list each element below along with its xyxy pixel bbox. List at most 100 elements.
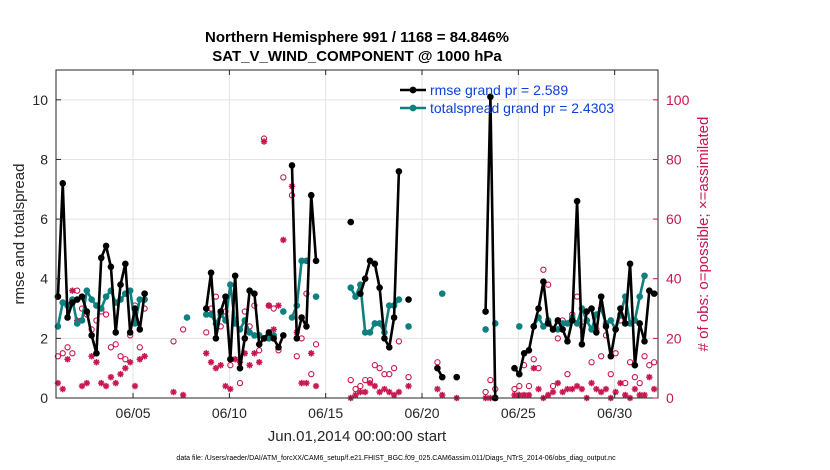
- obs-assimilated-stroke: [357, 389, 364, 395]
- obs-assimilated-stroke: [579, 386, 585, 392]
- rmse-point: [307, 191, 315, 199]
- obs-assimilated-marker: [617, 379, 624, 387]
- rmse-point: [593, 329, 600, 336]
- rmse-point: [650, 290, 658, 297]
- rmse-point: [395, 168, 403, 175]
- obs-assimilated-marker: [251, 350, 258, 357]
- obs-assimilated-stroke: [636, 392, 643, 398]
- obs-assimilated-marker: [102, 382, 110, 390]
- obs-possible-marker: [371, 362, 378, 369]
- rmse-point: [405, 296, 412, 303]
- obs-assimilated-marker: [439, 391, 446, 399]
- obs-assimilated-marker: [98, 379, 105, 387]
- obs-assimilated-marker: [212, 364, 220, 372]
- y2-tick-label: 40: [666, 271, 682, 287]
- obs-possible-marker: [612, 350, 619, 357]
- obs-assimilated-marker: [78, 382, 86, 390]
- obs-assimilated-stroke: [376, 389, 383, 395]
- obs-assimilated-stroke: [352, 392, 359, 398]
- rmse-point: [525, 346, 533, 354]
- rmse-line: [290, 165, 318, 340]
- rmse-point: [612, 326, 619, 333]
- totalspread-point: [636, 293, 643, 300]
- legend-rmse-label: rmse grand pr = 2.589: [430, 82, 568, 98]
- obs-possible-marker: [487, 376, 494, 384]
- totalspread-point: [227, 281, 234, 288]
- obs-assimilated-stroke: [550, 389, 556, 395]
- y2-tick-label: 80: [666, 151, 682, 167]
- obs-assimilated-marker: [578, 385, 586, 393]
- obs-assimilated-marker: [588, 379, 595, 387]
- rmse-point: [544, 320, 552, 327]
- y-tick-label: 2: [40, 330, 48, 346]
- rmse-layer: [54, 93, 658, 402]
- rmse-point: [83, 308, 91, 315]
- totalspread-point: [298, 257, 305, 265]
- obs-assimilated-marker: [597, 388, 605, 396]
- obs-assimilated-marker: [352, 391, 359, 399]
- rmse-point: [597, 293, 605, 300]
- rmse-point: [236, 364, 244, 372]
- totalspread-point: [102, 293, 110, 300]
- obs-assimilated-marker: [559, 388, 566, 396]
- obs-assimilated-stroke: [530, 365, 537, 372]
- obs-assimilated-stroke: [391, 392, 397, 398]
- rmse-point: [217, 308, 225, 315]
- rmse-point: [241, 335, 249, 342]
- obs-assimilated-stroke: [69, 287, 76, 294]
- rmse-point: [227, 355, 234, 363]
- obs-possible-marker: [511, 385, 518, 393]
- obs-possible-marker: [482, 388, 489, 396]
- obs-assimilated-marker: [280, 236, 287, 244]
- totalspread-point: [607, 317, 615, 324]
- rmse-point: [578, 341, 586, 348]
- totalspread-point: [366, 329, 374, 336]
- rmse-point: [131, 305, 139, 312]
- obs-assimilated-stroke: [526, 392, 532, 398]
- obs-assimilated-stroke: [646, 374, 653, 380]
- obs-assimilated-stroke: [303, 380, 310, 386]
- obs-assimilated-stroke: [136, 356, 143, 363]
- obs-assimilated-marker: [88, 353, 95, 360]
- obs-assimilated-marker: [395, 388, 403, 396]
- obs-assimilated-marker: [650, 385, 658, 393]
- obs-possible-marker: [107, 344, 115, 351]
- rmse-point: [222, 293, 229, 300]
- totalspread-point: [183, 314, 191, 321]
- obs-possible-marker: [308, 370, 315, 378]
- totalspread-point: [438, 290, 446, 297]
- rmse-point: [265, 329, 273, 336]
- totalspread-point: [515, 323, 523, 330]
- obs-assimilated-stroke: [632, 386, 638, 392]
- rmse-point: [636, 320, 643, 327]
- obs-assimilated-stroke: [569, 386, 576, 392]
- obs-assimilated-marker: [93, 359, 100, 366]
- obs-assimilated-marker: [141, 353, 148, 360]
- obs-assimilated-marker: [275, 302, 282, 309]
- obs-assimilated-stroke: [246, 362, 253, 369]
- totalspread-point: [482, 326, 489, 333]
- totalspread-point: [385, 302, 393, 309]
- obs-assimilated-stroke: [256, 359, 263, 366]
- totalspread-point: [405, 323, 412, 330]
- obs-assimilated-marker: [405, 382, 412, 390]
- rmse-point: [59, 180, 67, 187]
- rmse-point: [453, 373, 460, 381]
- rmse-point: [303, 323, 310, 330]
- rmse-point: [515, 370, 523, 378]
- obs-assimilated-stroke: [434, 386, 441, 392]
- rmse-point: [280, 332, 287, 339]
- obs-assimilated-marker: [371, 382, 379, 390]
- y2-axis-ticks: 0 20 40 60 80 100: [653, 92, 690, 406]
- totalspread-point: [361, 329, 369, 336]
- rmse-point: [126, 329, 134, 336]
- obs-assimilated-marker: [312, 382, 320, 390]
- obs-assimilated-stroke: [251, 350, 258, 357]
- rmse-point: [588, 305, 595, 312]
- obs-assimilated-stroke: [208, 359, 214, 366]
- obs-assimilated-stroke: [603, 386, 609, 392]
- rmse-point: [487, 93, 494, 101]
- obs-possible-marker: [631, 373, 639, 381]
- obs-assimilated-marker: [270, 326, 277, 333]
- obs-possible-marker: [256, 347, 263, 354]
